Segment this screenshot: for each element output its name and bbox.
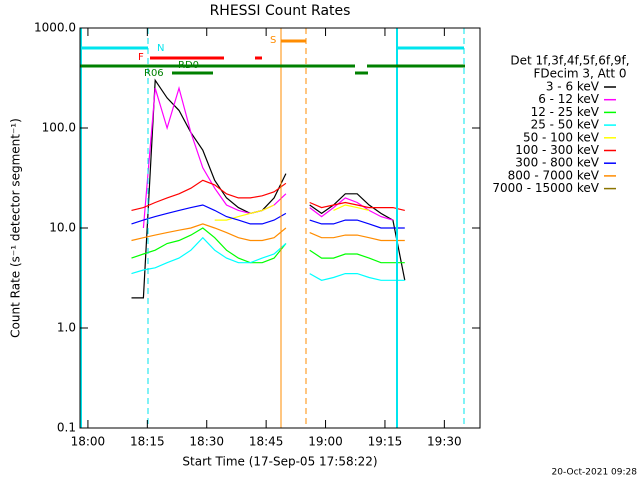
flag-label: S	[270, 35, 276, 46]
y-tick-label: 1.0	[57, 321, 76, 335]
series-line	[309, 249, 405, 264]
y-tick-label: 0.1	[57, 421, 76, 435]
flag-label: R06	[144, 68, 164, 79]
x-tick-label: 19:30	[427, 435, 462, 449]
flag-label: F	[138, 52, 144, 63]
series-line	[309, 273, 405, 281]
legend-label: 7000 - 15000 keV	[492, 181, 599, 195]
legend-label: 12 - 25 keV	[531, 105, 600, 119]
series-line	[333, 204, 370, 211]
series-line	[214, 204, 275, 221]
legend-label: 300 - 800 keV	[515, 156, 599, 170]
x-tick-label: 18:30	[189, 435, 224, 449]
legend-label: 6 - 12 keV	[538, 92, 600, 106]
series-line	[309, 232, 405, 242]
chart-title: RHESSI Count Rates	[210, 3, 351, 19]
y-tick-label: 1000.0	[34, 21, 76, 35]
footer: 20-Oct-2021 09:28	[552, 468, 638, 478]
series-line	[131, 227, 287, 264]
x-tick-label: 18:15	[130, 435, 165, 449]
legend-label: 800 - 7000 keV	[508, 168, 600, 182]
overlays: N S F RD0 R06	[80, 28, 465, 428]
flag-label: N	[157, 43, 164, 54]
series-line	[309, 219, 405, 229]
legend-header: FDecim 3, Att 0	[533, 67, 626, 81]
y-tick-label: 10.0	[49, 221, 76, 235]
legend-header: Det 1f,3f,4f,5f,6f,9f,	[510, 54, 629, 68]
legend-label: 100 - 300 keV	[515, 143, 599, 157]
x-tick-label: 18:45	[249, 435, 284, 449]
legend-label: 50 - 100 keV	[523, 130, 600, 144]
x-tick-label: 18:00	[71, 435, 106, 449]
series-line	[131, 179, 287, 211]
series-line	[131, 236, 287, 275]
series-line	[309, 197, 394, 221]
series-line	[131, 223, 287, 242]
y-axis-label: Count Rate (s⁻¹ detector segment⁻¹)	[9, 118, 23, 338]
legend-label: 3 - 6 keV	[546, 80, 600, 94]
legend-label: 25 - 50 keV	[531, 118, 600, 132]
plot-area	[131, 78, 406, 299]
x-tick-label: 19:00	[308, 435, 343, 449]
y-tick-label: 100.0	[42, 121, 76, 135]
x-tick-label: 19:15	[368, 435, 403, 449]
series-line	[131, 204, 287, 225]
series-line	[309, 193, 406, 281]
series-line	[309, 201, 405, 211]
flag-label: RD0	[178, 60, 199, 71]
x-axis-label: Start Time (17-Sep-05 17:58:22)	[182, 455, 377, 469]
